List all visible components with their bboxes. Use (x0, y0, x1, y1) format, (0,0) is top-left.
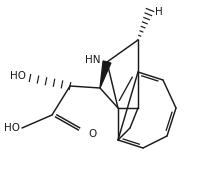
Text: HO: HO (10, 71, 26, 81)
Text: HN: HN (85, 55, 101, 65)
Text: H: H (154, 7, 162, 17)
Polygon shape (100, 61, 110, 88)
Text: HO: HO (4, 123, 20, 133)
Text: O: O (88, 129, 96, 139)
